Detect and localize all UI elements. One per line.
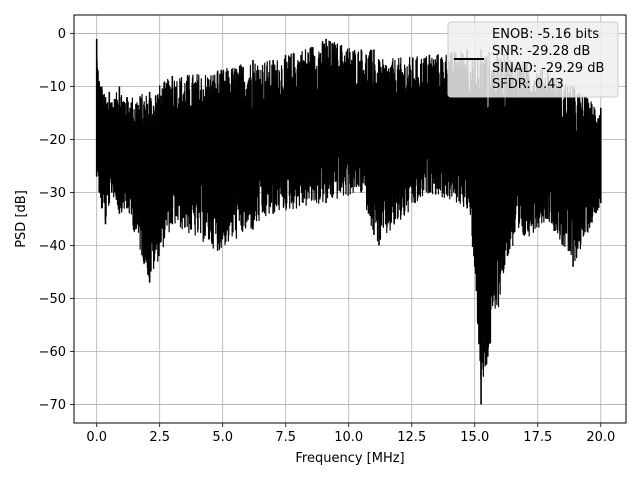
x-tick-label: 5.0 xyxy=(212,430,233,445)
y-tick-label: 0 xyxy=(58,27,66,42)
y-tick-label: −30 xyxy=(39,186,66,201)
x-axis: 0.0 2.5 5.0 7.5 10.0 12.5 15.0 17.5 20.0 xyxy=(86,423,615,445)
axes-frame xyxy=(73,14,627,424)
x-axis-label: Frequency [MHz] xyxy=(295,451,404,466)
x-tick-label: 10.0 xyxy=(334,430,363,445)
x-tick-label: 17.5 xyxy=(523,430,552,445)
legend: ENOB: -5.16 bits SNR: -29.28 dB SINAD: -… xyxy=(447,21,619,98)
y-tick-label: −70 xyxy=(39,398,66,413)
x-tick-label: 12.5 xyxy=(397,430,426,445)
y-tick-label: −20 xyxy=(39,133,66,148)
y-axis-label: PSD [dB] xyxy=(14,190,29,248)
legend-text-snr: SNR: -29.28 dB xyxy=(492,44,590,59)
y-tick-label: −60 xyxy=(39,345,66,360)
y-axis: 0 −10 −20 −30 −40 −50 −60 −70 xyxy=(39,27,74,413)
legend-box xyxy=(447,21,619,98)
y-tick-label: −50 xyxy=(39,292,66,307)
x-tick-label: 20.0 xyxy=(586,430,615,445)
y-tick-label: −40 xyxy=(39,239,66,254)
legend-text-enob: ENOB: -5.16 bits xyxy=(492,27,599,42)
x-tick-label: 7.5 xyxy=(275,430,296,445)
x-tick-label: 15.0 xyxy=(460,430,489,445)
legend-text-sfdr: SFDR: 0.43 xyxy=(492,77,564,92)
x-tick-label: 0.0 xyxy=(86,430,107,445)
y-tick-label: −10 xyxy=(39,80,66,95)
x-tick-label: 2.5 xyxy=(149,430,170,445)
psd-envelope-spikes xyxy=(95,38,602,405)
legend-text-sinad: SINAD: -29.29 dB xyxy=(492,61,604,76)
